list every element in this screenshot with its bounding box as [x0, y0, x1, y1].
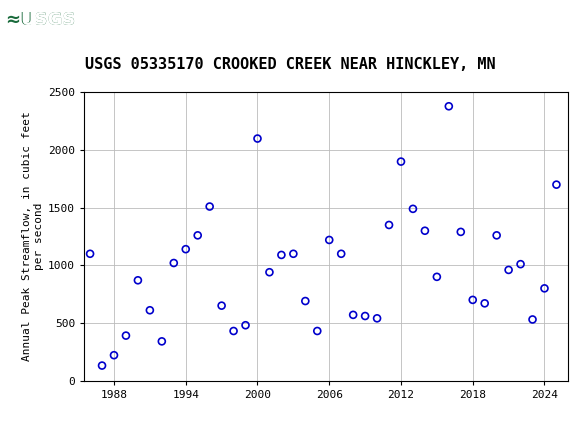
Y-axis label: Annual Peak Streamflow, in cubic feet
per second: Annual Peak Streamflow, in cubic feet pe…: [22, 112, 44, 361]
Point: [97, 362, 107, 369]
Text: USGS 05335170 CROOKED CREEK NEAR HINCKLEY, MN: USGS 05335170 CROOKED CREEK NEAR HINCKLE…: [85, 57, 495, 72]
Text: USGS: USGS: [20, 11, 75, 29]
Point: [504, 267, 513, 273]
Point: [121, 332, 130, 339]
Point: [85, 250, 95, 257]
Point: [181, 246, 190, 252]
Point: [217, 302, 226, 309]
Point: [492, 232, 501, 239]
Point: [241, 322, 250, 329]
Point: [349, 311, 358, 318]
Text: ≈USGS: ≈USGS: [5, 11, 75, 29]
Point: [133, 277, 143, 284]
Point: [300, 298, 310, 304]
Point: [361, 313, 370, 319]
Point: [372, 315, 382, 322]
FancyBboxPatch shape: [3, 3, 58, 37]
Point: [396, 158, 405, 165]
Point: [540, 285, 549, 292]
Point: [385, 221, 394, 228]
Point: [420, 227, 430, 234]
Point: [277, 252, 286, 258]
Point: [110, 352, 119, 359]
Point: [325, 237, 334, 243]
Point: [169, 260, 179, 267]
Point: [528, 316, 537, 323]
Point: [408, 206, 418, 212]
Point: [444, 103, 454, 110]
Point: [480, 300, 490, 307]
Point: [552, 181, 561, 188]
Point: [336, 250, 346, 257]
Point: [253, 135, 262, 142]
Point: [516, 261, 525, 267]
Point: [468, 296, 477, 303]
Point: [265, 269, 274, 276]
Point: [157, 338, 166, 345]
Point: [229, 328, 238, 335]
Point: [289, 250, 298, 257]
Point: [456, 228, 465, 235]
Point: [145, 307, 154, 314]
Point: [432, 273, 441, 280]
Point: [313, 328, 322, 335]
Point: [193, 232, 202, 239]
Point: [205, 203, 214, 210]
